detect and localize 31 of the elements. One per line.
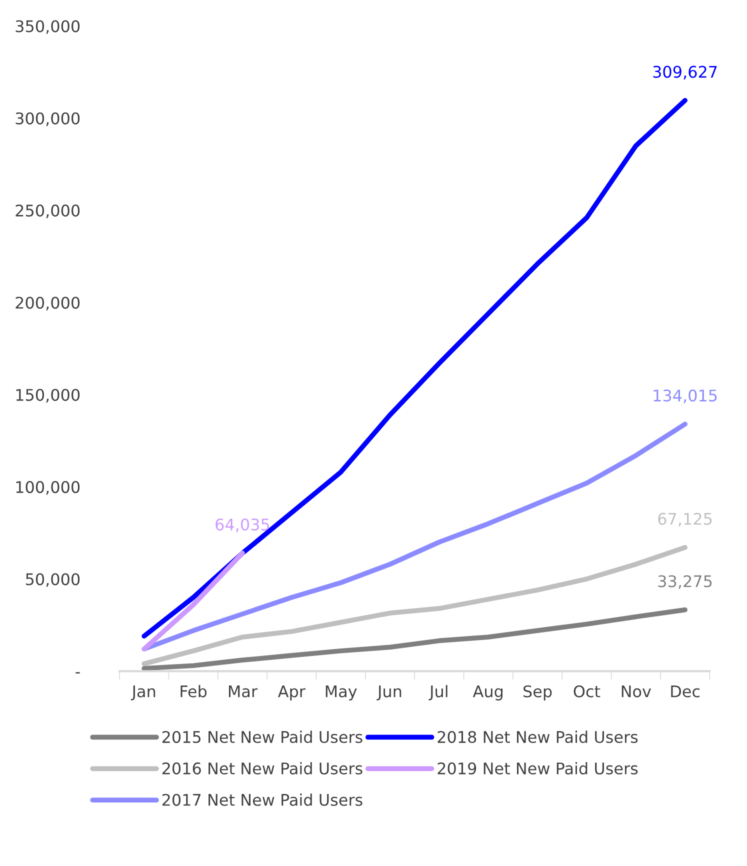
y-tick-label: -: [76, 672, 80, 674]
line-series: [142, 607, 688, 671]
x-tick-label: Apr: [278, 686, 306, 700]
x-tick-label: Nov: [622, 686, 651, 698]
x-tick-label: Jun: [376, 686, 402, 700]
y-tick-label: 50,000: [26, 573, 80, 587]
y-tick-label: 350,000: [16, 20, 80, 34]
data-label: 309,627: [653, 66, 717, 80]
legend-label: 2017 Net New Paid Users: [162, 794, 362, 806]
x-tick-label: Oct: [574, 685, 600, 698]
legend-label: 2019 Net New Paid Users: [438, 762, 638, 774]
legend-label: 2016 Net New Paid Users: [162, 762, 362, 774]
y-tick-label: 300,000: [16, 112, 80, 126]
y-tick-label: 200,000: [16, 296, 80, 310]
y-tick-label: 250,000: [16, 204, 80, 218]
data-label: 64,035: [216, 518, 270, 532]
y-tick-label: 100,000: [16, 481, 80, 495]
y-tick-label: 150,000: [16, 388, 80, 403]
legend-label: 2018 Net New Paid Users: [438, 730, 638, 744]
x-tick-label: Feb: [180, 685, 207, 698]
x-tick-label: Jul: [428, 685, 448, 700]
legend-label: 2015 Net New Paid Users: [162, 730, 362, 744]
x-tick-label: Mar: [228, 686, 258, 698]
x-tick-label: Dec: [671, 686, 700, 698]
x-tick-label: Aug: [472, 686, 502, 700]
x-tick-label: May: [326, 686, 357, 700]
data-label: 134,015: [654, 389, 717, 404]
x-tick-label: Sep: [524, 685, 552, 700]
data-label: 67,125: [658, 512, 712, 527]
data-label: 33,275: [658, 575, 712, 589]
x-tick-label: Jan: [130, 686, 156, 700]
